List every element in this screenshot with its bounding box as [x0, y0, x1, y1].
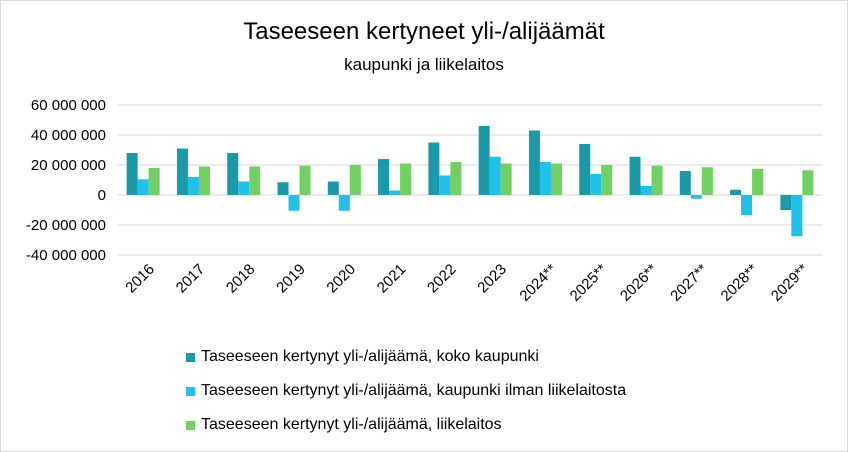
x-tick-label: 2026** [617, 261, 661, 305]
legend-swatch [186, 352, 195, 362]
y-tick-label: 60 000 000 [31, 97, 106, 114]
bar-series-2 [539, 162, 551, 195]
bar-series-3 [752, 168, 764, 195]
bar-series-1 [327, 181, 339, 195]
x-tick-label: 2018 [223, 261, 259, 297]
bar-series-2 [741, 195, 753, 216]
x-tick-label: 2028** [718, 261, 762, 305]
x-tick-label: 2029** [768, 261, 812, 305]
legend-item: Taseeseen kertynyt yli-/alijäämä, liikel… [186, 408, 626, 442]
bar-series-2 [640, 186, 652, 195]
x-tick-label: 2022 [424, 261, 460, 297]
y-tick-label: 40 000 000 [31, 127, 106, 144]
legend-swatch [186, 386, 195, 396]
y-tick-label: -40 000 000 [26, 247, 106, 264]
chart-subtitle: kaupunki ja liikelaitos [344, 55, 504, 74]
legend-label: Taseeseen kertynyt yli-/alijäämä, koko k… [201, 348, 539, 365]
x-tick-label: 2021 [374, 261, 410, 297]
bar-series-3 [550, 163, 562, 195]
x-tick-label: 2025** [567, 261, 611, 305]
legend-swatch [186, 420, 195, 430]
bar-series-3 [400, 163, 412, 195]
bar-series-2 [690, 195, 702, 199]
bar-series-3 [601, 165, 613, 195]
bar-series-1 [227, 153, 239, 195]
x-tick-label: 2027** [667, 261, 711, 305]
bar-series-1 [780, 195, 792, 210]
bar-series-2 [238, 181, 250, 195]
x-tick-label: 2017 [173, 261, 209, 297]
bar-series-2 [791, 195, 803, 237]
x-tick-label: 2020 [323, 261, 359, 297]
bar-series-2 [590, 174, 602, 195]
bar-series-2 [439, 175, 451, 195]
bar-series-1 [378, 159, 390, 195]
bar-series-3 [148, 168, 160, 195]
legend-label: Taseeseen kertynyt yli-/alijäämä, liikel… [201, 416, 502, 433]
bar-series-1 [629, 156, 641, 195]
bar-series-2 [338, 195, 350, 211]
x-tick-label: 2024** [516, 261, 560, 305]
x-tick-label: 2023 [474, 261, 510, 297]
bar-series-3 [450, 162, 462, 195]
bar-series-3 [299, 165, 311, 195]
y-tick-label: -20 000 000 [26, 217, 106, 234]
bar-series-3 [500, 163, 512, 195]
chart-title: Taseeseen kertyneet yli-/alijäämät [243, 18, 605, 45]
bar-series-3 [802, 170, 814, 195]
bar-series-3 [249, 166, 261, 195]
bar-series-1 [478, 126, 490, 195]
bar-series-1 [579, 144, 591, 195]
x-tick-label: 2016 [122, 261, 158, 297]
bar-series-2 [288, 195, 300, 211]
bar-series-1 [277, 182, 289, 195]
bar-series-2 [137, 179, 149, 195]
bar-series-3 [651, 165, 663, 195]
chart-legend: Taseeseen kertynyt yli-/alijäämä, koko k… [186, 340, 626, 442]
bar-series-3 [701, 167, 713, 195]
y-tick-label: 20 000 000 [31, 157, 106, 174]
legend-label: Taseeseen kertynyt yli-/alijäämä, kaupun… [201, 382, 627, 399]
bar-series-1 [428, 142, 440, 195]
legend-item: Taseeseen kertynyt yli-/alijäämä, koko k… [186, 340, 626, 374]
bar-series-2 [489, 156, 501, 195]
bar-series-3 [349, 165, 361, 195]
bar-series-3 [198, 166, 210, 195]
legend-item: Taseeseen kertynyt yli-/alijäämä, kaupun… [186, 374, 626, 408]
bar-series-1 [126, 153, 138, 195]
bar-series-2 [389, 190, 401, 195]
bar-series-1 [730, 189, 742, 195]
x-tick-label: 2019 [273, 261, 309, 297]
bar-series-1 [176, 148, 188, 195]
bar-series-1 [528, 130, 540, 195]
y-tick-label: 0 [98, 187, 106, 204]
bar-series-2 [187, 177, 199, 195]
bar-series-1 [679, 171, 691, 195]
